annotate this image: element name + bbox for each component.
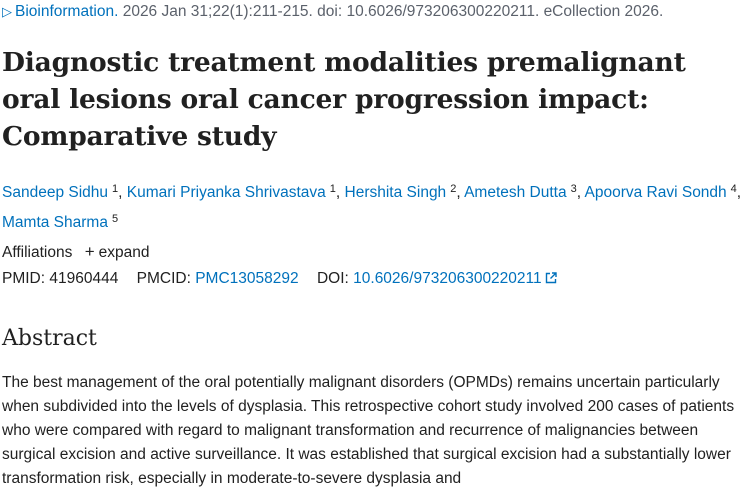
external-link-icon (545, 272, 557, 284)
doi-label: DOI: (316, 270, 349, 287)
author-affiliation-number[interactable]: 4 (730, 183, 737, 195)
plus-icon: + (84, 242, 95, 261)
pmcid-label: PMCID: (136, 270, 191, 287)
author-link[interactable]: Kumari Priyanka Shrivastava 1 (126, 183, 336, 201)
pmid-value: 41960444 (49, 270, 119, 287)
author-link[interactable]: Mamta Sharma 5 (2, 213, 119, 231)
doi-link[interactable]: 10.6026/973206300220211 (353, 270, 557, 287)
journal-link[interactable]: Bioinformation. (15, 3, 119, 20)
abstract-heading: Abstract (2, 326, 97, 351)
expand-label: expand (98, 244, 150, 261)
pmid-label: PMID: (2, 270, 46, 287)
author-link[interactable]: Sandeep Sidhu 1 (2, 183, 119, 201)
author-affiliation-number[interactable]: 2 (450, 183, 457, 195)
article-title: Diagnostic treatment modalities premalig… (2, 47, 686, 152)
author-affiliation-number[interactable]: 1 (112, 183, 119, 195)
author-affiliation-number[interactable]: 1 (329, 183, 336, 195)
author-affiliation-number[interactable]: 5 (111, 213, 119, 225)
author-list: Sandeep Sidhu 1, Kumari Priyanka Shrivast… (2, 183, 742, 231)
affiliations-label: Affiliations (2, 244, 73, 261)
abstract-text: The best management of the oral potentia… (2, 374, 735, 487)
author-link[interactable]: Ametesh Dutta 3 (464, 183, 577, 201)
journal-arrow-icon[interactable]: ▷ (2, 4, 12, 19)
author-link[interactable]: Hershita Singh 2 (344, 183, 457, 201)
affiliations-expand-button[interactable]: + expand (84, 242, 150, 261)
pmcid-link[interactable]: PMC13058292 (195, 270, 299, 287)
affiliations-row: Affiliations + expand (2, 242, 149, 262)
author-affiliation-number[interactable]: 3 (570, 183, 577, 195)
identifiers-row: PMID: 41960444 PMCID: PMC13058292 DOI: 1… (2, 270, 557, 288)
citation-details: 2026 Jan 31;22(1):211-215. doi: 10.6026/… (118, 3, 664, 20)
citation-line: ▷ Bioinformation. 2026 Jan 31;22(1):211-2… (2, 3, 663, 21)
author-link[interactable]: Apoorva Ravi Sondh 4 (584, 183, 737, 201)
